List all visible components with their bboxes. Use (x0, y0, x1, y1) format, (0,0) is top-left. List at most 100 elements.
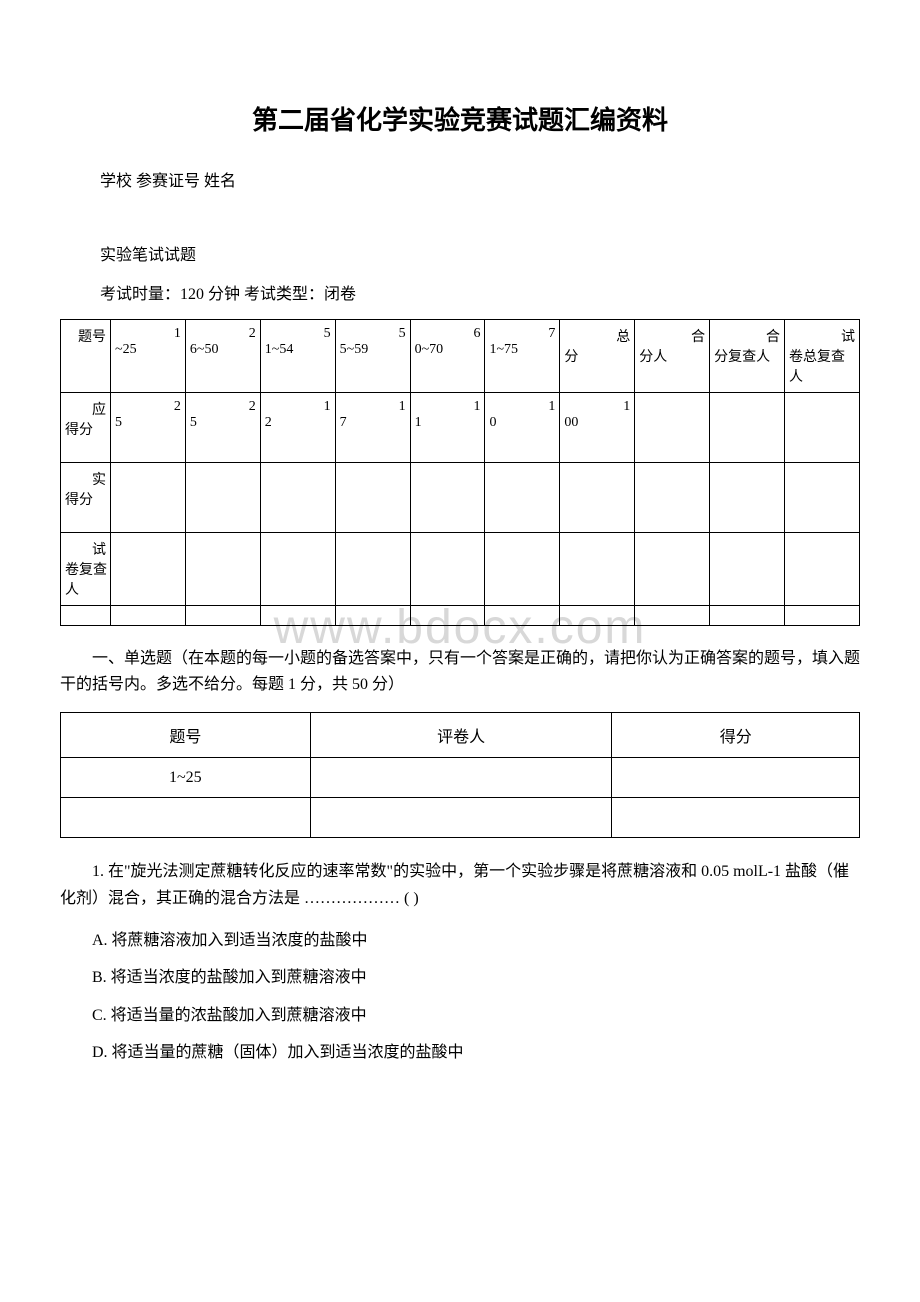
score-table: 题号 1~25 26~50 51~54 55~59 60~70 71~75 总分… (60, 319, 860, 626)
cell-text: 5 (113, 415, 183, 431)
table-cell (111, 606, 186, 626)
table-cell: 25 (111, 393, 186, 463)
cell-text: 得分 (63, 489, 108, 509)
table-cell (61, 798, 311, 838)
table-cell: 17 (335, 393, 410, 463)
table-cell (710, 606, 785, 626)
row-label-cell: 试 卷复查人 (61, 533, 111, 606)
cell-text: 试 (63, 539, 108, 559)
section-instruction: 一、单选题（在本题的每一小题的备选答案中，只有一个答案是正确的，请把你认为正确答… (60, 646, 860, 697)
cell-text: 6 (413, 326, 483, 342)
table-cell (410, 606, 485, 626)
cell-text: 分人 (637, 346, 707, 366)
exam-info: 考试时量：120 分钟 考试类型：闭卷 (100, 280, 860, 304)
header-info: 学校 参赛证号 姓名 (100, 167, 860, 191)
cell-text: 7 (338, 415, 408, 431)
table-row: 题号 评卷人 得分 (61, 713, 860, 758)
table-cell: 1~25 (111, 320, 186, 393)
table-cell (785, 533, 860, 606)
cell-text: 1 (338, 399, 408, 415)
table-cell (635, 463, 710, 533)
cell-text: 0~70 (413, 342, 483, 358)
cell-text: 1 (113, 326, 183, 342)
table-cell (335, 606, 410, 626)
question-text: 1. 在"旋光法测定蔗糖转化反应的速率常数"的实验中，第一个实验步骤是将蔗糖溶液… (60, 858, 860, 912)
question-option: C. 将适当量的浓盐酸加入到蔗糖溶液中 (60, 1003, 860, 1029)
table-header: 题号 (61, 713, 311, 758)
table-cell (260, 606, 335, 626)
table-cell (785, 606, 860, 626)
table-cell: 60~70 (410, 320, 485, 393)
table-cell (612, 798, 860, 838)
table-cell (710, 393, 785, 463)
table-row: 实 得分 (61, 463, 860, 533)
cell-text: 5~59 (338, 342, 408, 358)
cell-text: 合 (712, 326, 782, 346)
cell-text: 2 (188, 399, 258, 415)
cell-text: 0 (487, 415, 557, 431)
table-cell (260, 533, 335, 606)
cell-text: 题号 (63, 326, 108, 346)
table-row (61, 606, 860, 626)
table-header: 得分 (612, 713, 860, 758)
row-label-cell: 应 得分 (61, 393, 111, 463)
table-cell (335, 463, 410, 533)
row-label-cell: 题号 (61, 320, 111, 393)
cell-text: 5 (338, 326, 408, 342)
table-cell (260, 463, 335, 533)
table-cell (560, 463, 635, 533)
cell-text: ~25 (113, 342, 183, 358)
table-cell (485, 463, 560, 533)
table-cell: 51~54 (260, 320, 335, 393)
cell-text: 卷总复查人 (787, 346, 857, 386)
table-cell (635, 533, 710, 606)
table-cell (635, 393, 710, 463)
table-cell (410, 463, 485, 533)
table-cell (310, 758, 612, 798)
table-cell (310, 798, 612, 838)
cell-text: 分 (562, 346, 632, 366)
table-cell: 1~25 (61, 758, 311, 798)
table-cell: 71~75 (485, 320, 560, 393)
cell-text: 试 (787, 326, 857, 346)
cell-text: 5 (263, 326, 333, 342)
table-cell (185, 463, 260, 533)
cell-text: 1~54 (263, 342, 333, 358)
cell-text: 1 (413, 415, 483, 431)
cell-text: 1 (263, 399, 333, 415)
cell-text: 总 (562, 326, 632, 346)
document-content: 第二届省化学实验竞赛试题汇编资料 学校 参赛证号 姓名 实验笔试试题 考试时量：… (60, 100, 860, 1066)
cell-text: 应 (63, 399, 108, 419)
cell-text: 7 (487, 326, 557, 342)
table-row: 试 卷复查人 (61, 533, 860, 606)
cell-text: 1 (562, 399, 632, 415)
cell-text: 5 (188, 415, 258, 431)
cell-text: 2 (188, 326, 258, 342)
page-title: 第二届省化学实验竞赛试题汇编资料 (60, 100, 860, 137)
table-cell (710, 533, 785, 606)
table-cell (560, 533, 635, 606)
table-cell: 合分人 (635, 320, 710, 393)
table-cell: 26~50 (185, 320, 260, 393)
table-cell (635, 606, 710, 626)
cell-text: 00 (562, 415, 632, 431)
cell-text: 卷复查人 (63, 559, 108, 599)
table-cell (785, 463, 860, 533)
cell-text: 分复查人 (712, 346, 782, 366)
table-cell: 总分 (560, 320, 635, 393)
table-cell: 11 (410, 393, 485, 463)
table-row: 题号 1~25 26~50 51~54 55~59 60~70 71~75 总分… (61, 320, 860, 393)
table-cell (410, 533, 485, 606)
question-option: B. 将适当浓度的盐酸加入到蔗糖溶液中 (60, 965, 860, 991)
table-row (61, 798, 860, 838)
cell-text: 2 (113, 399, 183, 415)
table-cell (560, 606, 635, 626)
table-cell (785, 393, 860, 463)
cell-text: 1 (487, 399, 557, 415)
table-header: 评卷人 (310, 713, 612, 758)
table-cell: 100 (560, 393, 635, 463)
cell-text: 实 (63, 469, 108, 489)
table-cell: 12 (260, 393, 335, 463)
question-option: A. 将蔗糖溶液加入到适当浓度的盐酸中 (60, 928, 860, 954)
cell-text: 1~75 (487, 342, 557, 358)
